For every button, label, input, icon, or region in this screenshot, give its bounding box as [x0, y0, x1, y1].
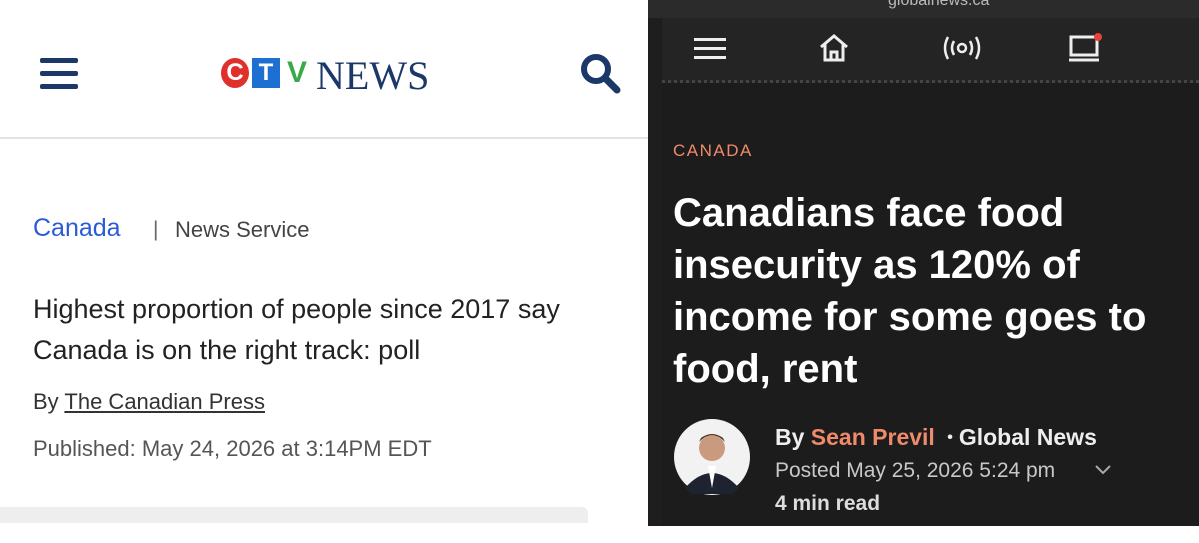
tv-icon[interactable]: [1068, 32, 1104, 64]
section-link[interactable]: Canada: [33, 214, 121, 242]
author-link[interactable]: Sean Previl: [810, 424, 935, 450]
section[interactable]: CANADA: [673, 141, 753, 160]
logo-news: NEWS: [316, 53, 430, 98]
live-icon[interactable]: [942, 33, 982, 63]
menu-icon[interactable]: [40, 58, 78, 90]
author-link[interactable]: The Canadian Press: [64, 389, 265, 414]
search-icon[interactable]: [580, 53, 622, 95]
published: Published: May 24, 2026 at 3:14PM EDT: [33, 436, 432, 461]
logo-c: C: [221, 58, 249, 88]
author-avatar: [674, 419, 750, 495]
divider: [0, 507, 588, 523]
article: CANADA Canadians face food insecurity as…: [662, 83, 1199, 526]
nav-bar: [662, 18, 1199, 83]
ctv-panel: C T V NEWS Canada | News Service Highest…: [0, 0, 648, 523]
byline: By The Canadian Press: [33, 389, 265, 415]
logo-v: V: [286, 56, 307, 89]
service: News Service: [175, 217, 310, 242]
outlet: Global News: [958, 424, 1097, 450]
byline: By Sean Previl • Global News: [775, 424, 1097, 451]
dot: •: [947, 429, 953, 446]
expand-icon[interactable]: [1094, 463, 1112, 477]
headline: Canadians face food insecurity as 120% o…: [673, 191, 1147, 391]
global-panel: globalnews.ca CANADA Canadians face food…: [648, 0, 1199, 526]
home-icon[interactable]: [818, 33, 850, 63]
url: globalnews.ca: [888, 0, 990, 9]
read-time: 4 min read: [775, 492, 881, 515]
headline: Highest proportion of people since 2017 …: [33, 294, 560, 365]
by: By: [33, 389, 59, 414]
posted: Posted May 25, 2026 5:24 pm: [775, 459, 1056, 482]
separator: |: [153, 218, 159, 241]
by: By: [775, 424, 805, 450]
menu-icon[interactable]: [694, 38, 726, 60]
logo-t: T: [252, 58, 280, 88]
url-bar: globalnews.ca: [648, 0, 1199, 18]
ctv-header: C T V NEWS: [0, 0, 648, 139]
